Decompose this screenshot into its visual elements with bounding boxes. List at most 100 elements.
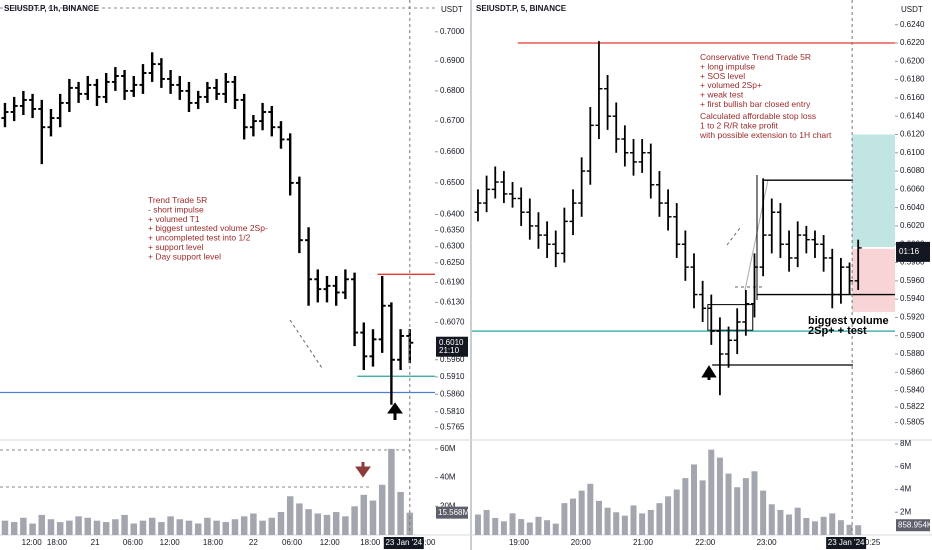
y-tick-label: 0.6080 [900, 166, 925, 175]
volume-bar [84, 517, 92, 535]
volume-bar [47, 519, 55, 535]
volume-bar [803, 517, 810, 535]
volume-bar [231, 519, 239, 535]
volume-bar [846, 524, 853, 535]
countdown: 21:10 [439, 346, 460, 355]
last-price-box [436, 336, 468, 357]
y-tick-label: 0.6120 [900, 130, 925, 139]
x-tick-label: 20:00 [571, 538, 592, 547]
annotation-line: + Day support level [148, 251, 221, 261]
volume-bar [378, 484, 386, 535]
y-tick-label: 0.5765 [440, 423, 465, 432]
volume-bar [277, 512, 285, 535]
y-tick-label: 0.6070 [440, 318, 465, 327]
x-tick-label: 06:00 [282, 538, 303, 547]
volume-tick-label: 6M [900, 462, 911, 471]
volume-tick-label: 2M [900, 507, 911, 516]
y-tick-label: 0.6020 [900, 221, 925, 230]
y-tick-label: 0.5822 [900, 402, 925, 411]
y-tick-label: 0.5940 [900, 294, 925, 303]
volume-bar [552, 523, 559, 535]
volume-bar [725, 473, 732, 535]
cursor-label: 23 Jan '24 [385, 538, 422, 547]
annotation-line: + biggest untested volume 2Sp- [148, 223, 268, 233]
volume-bar [139, 520, 147, 535]
volume-bar [360, 494, 368, 535]
volume-bar [526, 522, 533, 535]
last-volume-box [896, 519, 930, 532]
volume-bar [397, 491, 404, 535]
y-tick-label: 0.6180 [900, 75, 925, 84]
volume-bar [56, 522, 64, 535]
volume-bar [492, 517, 499, 535]
volume-bar [20, 517, 27, 535]
x-tick-label: 18:00 [360, 538, 381, 547]
position-box [852, 134, 895, 247]
volume-bar [148, 517, 156, 535]
annotation-line: Calculated affordable stop loss [700, 111, 816, 121]
last-volume-label: 15.568M [438, 508, 469, 517]
volume-tick-label: 20M [440, 501, 456, 510]
volume-bar [185, 520, 193, 535]
y-tick-label: 0.6190 [440, 278, 465, 287]
y-tick-label: 0.6700 [440, 116, 465, 125]
volume-bar [323, 514, 331, 535]
up-arrow [387, 402, 403, 420]
y-tick-label: 0.6160 [900, 93, 925, 102]
annotation-line: - short impulse [148, 204, 204, 214]
x-tick-label: 19:00 [509, 538, 530, 547]
position-box [852, 248, 895, 312]
pane-separator [470, 0, 472, 550]
volume-bar [213, 520, 220, 535]
y-tick-label: 0.5860 [900, 367, 925, 376]
x-tick-label: 12:00 [160, 538, 181, 547]
volume-bar [682, 478, 689, 535]
annotation-line: + SOS level [700, 71, 745, 81]
volume-bar [699, 480, 706, 535]
volume-bar [483, 509, 490, 535]
annotation-line: with possible extension to 1H chart [699, 130, 832, 140]
y-tick-label: 0.6900 [440, 56, 465, 65]
y-tick-label: 0.6040 [900, 203, 925, 212]
volume-tick-label: 4M [900, 485, 911, 494]
annotation-line: + volumed 2Sp+ [700, 80, 762, 90]
volume-bar [250, 513, 257, 535]
volume-bar [305, 509, 312, 535]
volume-bar [369, 500, 377, 535]
volume-bar [716, 457, 723, 535]
volume-bar [578, 490, 585, 535]
volume-bar [509, 513, 516, 535]
y-tick-label: 0.6220 [900, 38, 925, 47]
volume-bar [286, 496, 294, 535]
chart-title: SEIUSDT.P, 1h, BINANCE [4, 4, 100, 13]
y-tick-label: 0.6240 [900, 20, 925, 29]
volume-bar [604, 507, 611, 535]
currency-label: USDT [441, 5, 463, 14]
y-tick-label: 0.5960 [440, 355, 465, 364]
y-tick-label: 0.6300 [440, 242, 465, 251]
y-tick-label: 0.6100 [900, 148, 925, 157]
volume-bar [742, 478, 749, 535]
volume-bar [794, 507, 801, 535]
annotation-line: + uncompleted test into 1/2 [148, 233, 251, 243]
callout: 2Sp+ + test [808, 325, 867, 337]
volume-bar [690, 464, 697, 535]
volume-tick-label: 8M [900, 439, 911, 448]
callout: biggest volume [808, 315, 889, 327]
volume-bar [708, 449, 715, 535]
x-tick-label: 22:00 [695, 538, 716, 547]
volume-bar [1, 520, 9, 535]
volume-bar [130, 523, 138, 535]
volume-bar [595, 500, 602, 535]
volume-bar [158, 522, 165, 535]
volume-bar [167, 516, 174, 535]
volume-bar [535, 516, 542, 535]
volume-bar [204, 517, 211, 535]
annotation-line: + first bullish bar closed entry [700, 99, 811, 109]
x-tick-label: 22 [249, 538, 258, 547]
volume-bar [259, 520, 266, 535]
volume-bar [500, 521, 507, 535]
currency-label: USDT [901, 5, 923, 14]
y-tick-label: 0.5805 [900, 418, 925, 427]
